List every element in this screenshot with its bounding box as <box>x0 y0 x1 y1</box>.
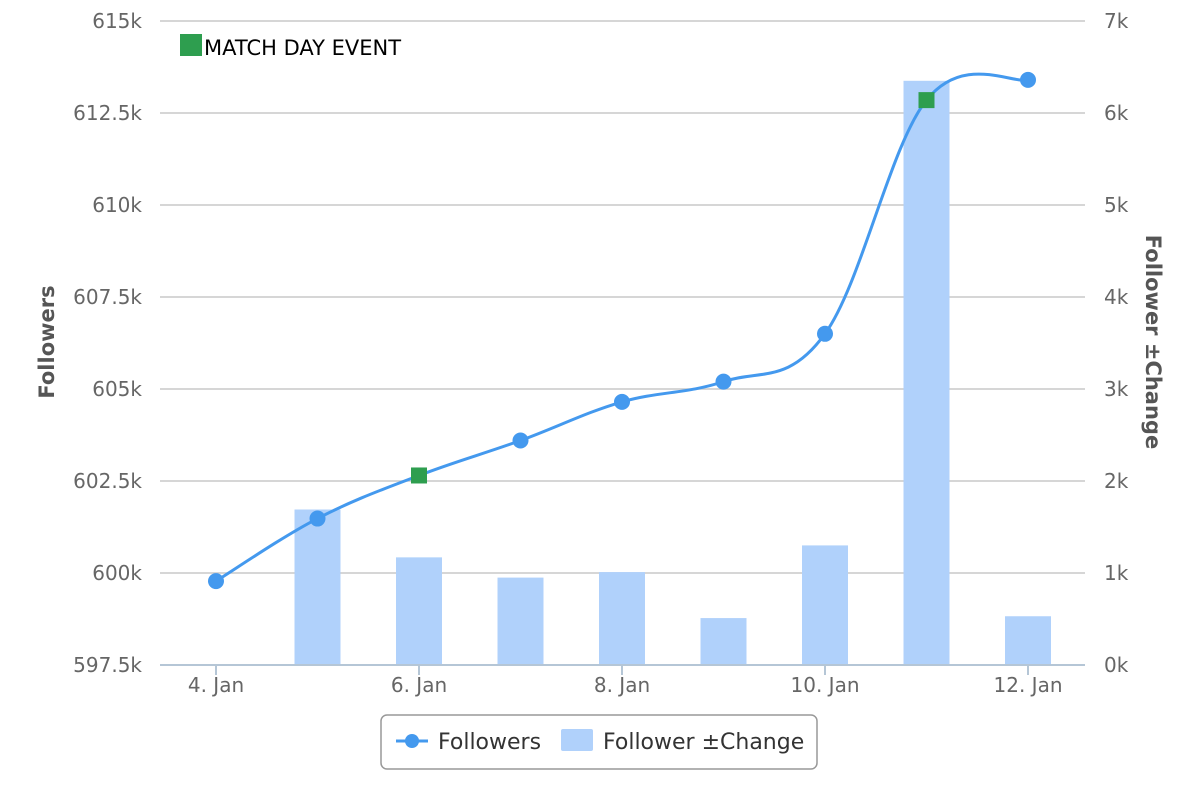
x-axis-tick-label: 12. Jan <box>994 673 1063 697</box>
left-axis-tick-label: 615k <box>92 9 142 33</box>
followers-point <box>208 573 224 590</box>
followers-point <box>614 393 630 410</box>
left-axis-tick-label: 607.5k <box>73 285 142 309</box>
right-axis-tick-label: 5k <box>1104 193 1129 217</box>
followers-point <box>715 373 732 390</box>
legend-followers-dot-icon <box>405 734 419 748</box>
gridlines <box>160 20 1085 574</box>
legend-item-follower-change[interactable]: Follower ±Change <box>603 730 804 755</box>
left-axis-labels: 597.5k 600k 602.5k 605k 607.5k 610k 612.5k 615k <box>73 9 142 677</box>
legend-item-followers[interactable]: Followers <box>438 730 541 755</box>
left-axis-tick-label: 610k <box>92 193 142 217</box>
change-bar <box>903 80 950 666</box>
left-axis-tick-label: 597.5k <box>73 653 142 677</box>
left-axis-tick-label: 612.5k <box>73 101 142 125</box>
followers-line <box>215 72 1029 583</box>
left-axis-tick-label: 600k <box>92 561 142 585</box>
change-bar <box>599 572 645 665</box>
followers-point <box>1020 71 1036 88</box>
right-axis-labels: 0k 1k 2k 3k 4k 5k 6k 7k <box>1104 9 1129 677</box>
right-axis-tick-label: 3k <box>1104 377 1129 401</box>
change-bars <box>294 80 1051 666</box>
event-label: MATCH DAY EVENT <box>204 36 401 60</box>
followers-point <box>817 325 833 342</box>
legend-box <box>380 714 818 770</box>
change-bar <box>497 577 544 665</box>
x-axis-ticks: 4. Jan 6. Jan 8. Jan 10. Jan 12. Jan <box>188 665 1063 697</box>
event-marker <box>411 467 427 484</box>
x-axis-tick-label: 6. Jan <box>391 673 447 697</box>
event-annotation: MATCH DAY EVENT <box>180 34 401 60</box>
right-axis-title: Follower ±Change <box>1141 235 1165 449</box>
left-axis-tick-label: 605k <box>92 377 142 401</box>
right-axis-tick-label: 1k <box>1104 561 1129 585</box>
x-axis-tick-label: 10. Jan <box>791 673 860 697</box>
legend[interactable]: Followers Follower ±Change <box>380 714 818 770</box>
left-axis-tick-label: 602.5k <box>73 469 142 493</box>
change-bar <box>802 545 848 665</box>
event-marker <box>918 92 935 109</box>
followers-point <box>512 432 529 449</box>
left-axis-title: Followers <box>35 285 59 398</box>
x-axis-tick-label: 4. Jan <box>188 673 244 697</box>
right-axis-tick-label: 7k <box>1104 9 1129 33</box>
right-axis-tick-label: 4k <box>1104 285 1129 309</box>
event-square-icon <box>180 34 202 56</box>
right-axis-tick-label: 2k <box>1104 469 1129 493</box>
change-bar <box>294 509 341 665</box>
followers-point <box>309 510 326 527</box>
change-bar <box>700 618 747 665</box>
change-bar <box>396 557 442 665</box>
followers-points <box>208 71 1036 590</box>
right-axis-tick-label: 6k <box>1104 101 1129 125</box>
right-axis-tick-label: 0k <box>1104 653 1129 677</box>
change-bar <box>1005 616 1051 665</box>
legend-change-bar-icon <box>561 729 593 751</box>
x-axis-tick-label: 8. Jan <box>594 673 650 697</box>
